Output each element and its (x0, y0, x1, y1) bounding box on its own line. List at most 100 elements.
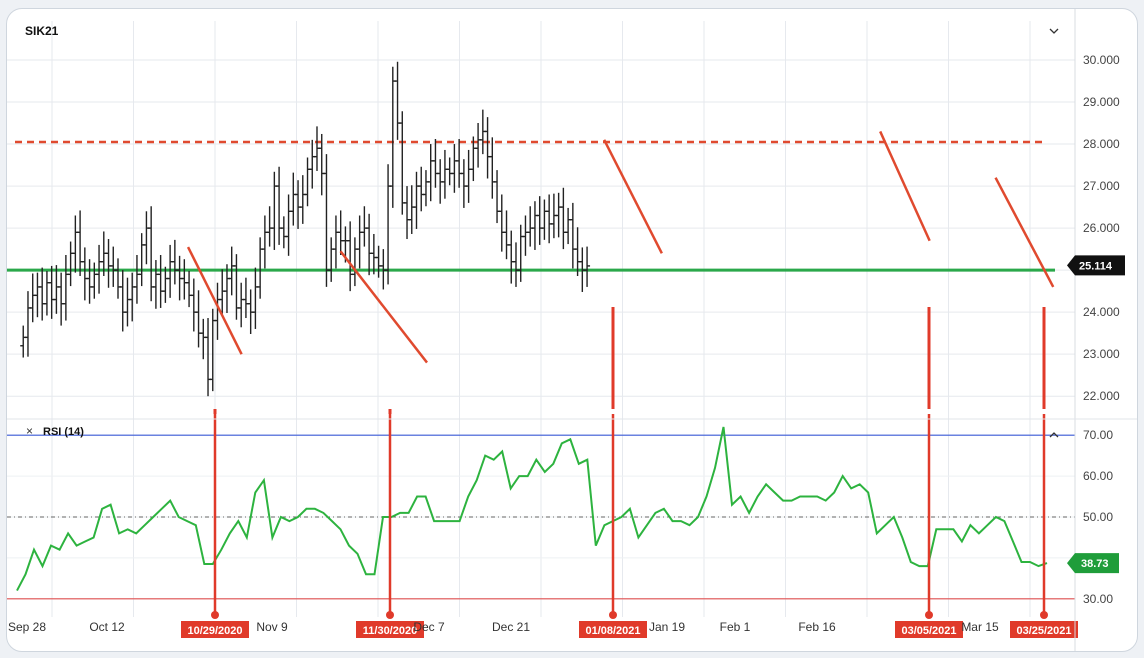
x-tick-label: Sep 28 (8, 620, 46, 634)
close-icon[interactable]: × (26, 424, 33, 438)
ohlc-bar (200, 318, 207, 360)
ohlc-bar (489, 137, 496, 199)
rsi-line (16, 426, 1048, 592)
rsi-series (16, 426, 1048, 592)
ohlc-bar (361, 206, 368, 247)
ohlc-bar (280, 216, 287, 249)
ohlc-bar (394, 61, 401, 140)
ohlc-bar (517, 224, 524, 282)
price-tick-label: 23.000 (1083, 347, 1120, 361)
ohlc-bar (295, 180, 302, 229)
ohlc-bar (110, 246, 117, 287)
ohlc-bar (446, 157, 453, 186)
reference-lines (7, 140, 1075, 600)
ohlc-bar (555, 192, 562, 238)
ohlc-bar (81, 247, 88, 301)
chart-frame: 10/29/2020 11/30/2020 01/08/2021 03/05/2021… (6, 8, 1138, 652)
ohlc-bar (266, 206, 273, 247)
axes: 30.00029.00028.00027.00026.00025.00024.0… (7, 9, 1137, 651)
rsi-tick-label: 50.00 (1083, 510, 1113, 524)
price-tick-label: 22.000 (1083, 389, 1120, 403)
x-tick-label: Mar 15 (961, 620, 999, 634)
ohlc-bar (494, 170, 501, 224)
event-marker: 01/08/2021 (579, 307, 647, 638)
event-marker-label-bg (356, 621, 424, 638)
event-markers: 10/29/2020 11/30/2020 01/08/2021 03/05/2021… (181, 307, 1078, 638)
ohlc-bar (181, 259, 188, 300)
event-marker-dot (211, 611, 219, 619)
ohlc-bar (276, 166, 283, 245)
last-rsi-tag-shape (1067, 553, 1119, 574)
price-bars (20, 61, 591, 397)
ohlc-bar (569, 202, 576, 269)
x-tick-label: Dec 21 (492, 620, 530, 634)
ohlc-bar (67, 241, 74, 287)
ohlc-bar (475, 123, 482, 168)
ohlc-bar (531, 201, 538, 250)
ohlc-bar (271, 171, 278, 250)
trend-lines (186, 130, 1055, 364)
ohlc-bar (304, 157, 311, 207)
ohlc-bar (413, 171, 420, 229)
last-price-value: 25.114 (1079, 260, 1113, 272)
ohlc-bar (347, 221, 354, 292)
event-marker-dot (1040, 611, 1048, 619)
ohlc-bar (152, 260, 159, 309)
ohlc-bar (503, 210, 510, 260)
x-tick-label: Feb 1 (720, 620, 751, 634)
x-tick-label: Nov 9 (256, 620, 288, 634)
ohlc-bar (115, 258, 121, 299)
event-marker-label: 03/25/2021 (1016, 625, 1071, 637)
ohlc-bar (389, 66, 396, 208)
ohlc-bar (157, 254, 164, 308)
ohlc-bar (53, 265, 60, 314)
rsi-tick-label: 70.00 (1083, 428, 1113, 442)
x-tick-label: Jan 19 (649, 620, 685, 634)
x-tick-label: Oct 12 (89, 620, 125, 634)
ohlc-bar (399, 111, 406, 215)
ohlc-bar (91, 262, 98, 299)
ohlc-bar (58, 272, 65, 326)
ohlc-bar (124, 277, 131, 327)
ohlc-bar (441, 149, 448, 199)
ohlc-bar (484, 117, 491, 179)
event-marker-label-bg (181, 621, 249, 638)
last-price-tag-shape (1067, 255, 1125, 276)
ohlc-bar (138, 233, 145, 287)
ohlc-bar (408, 185, 415, 234)
chevron-up-icon[interactable] (1049, 432, 1059, 438)
symbol-label: SIK21 (25, 24, 59, 38)
ohlc-bar (323, 154, 330, 287)
ohlc-bar (238, 282, 245, 328)
trend-line (339, 250, 428, 364)
ohlc-bar (43, 270, 50, 316)
grid-lines (7, 21, 1075, 617)
chevron-down-icon[interactable] (1049, 28, 1059, 34)
trend-line (186, 246, 243, 355)
ohlc-bar (337, 210, 344, 255)
ohlc-bar (143, 211, 150, 265)
ohlc-bar (133, 254, 140, 304)
ohlc-bar (536, 196, 543, 245)
ohlc-bar (328, 237, 335, 282)
x-tick-label: Feb 16 (798, 620, 836, 634)
ohlc-bar (584, 246, 591, 287)
price-tick-label: 24.000 (1083, 305, 1120, 319)
ohlc-bar (508, 230, 515, 284)
event-marker-dot (609, 611, 617, 619)
x-tick-label: Dec 7 (413, 620, 445, 634)
ohlc-bar (86, 259, 93, 304)
ohlc-bar (190, 278, 197, 332)
ohlc-bar (565, 207, 572, 245)
event-marker: 03/05/2021 (895, 307, 963, 638)
ohlc-bar (456, 139, 463, 188)
ohlc-bar (285, 194, 292, 256)
price-tick-label: 29.000 (1083, 95, 1120, 109)
event-marker: 11/30/2020 (356, 409, 424, 638)
ohlc-bar (351, 237, 358, 287)
ohlc-bar (290, 172, 297, 226)
ohlc-bar (541, 199, 548, 240)
ohlc-bar (299, 175, 306, 224)
ohlc-bar (385, 164, 392, 285)
ohlc-bar (498, 194, 505, 252)
